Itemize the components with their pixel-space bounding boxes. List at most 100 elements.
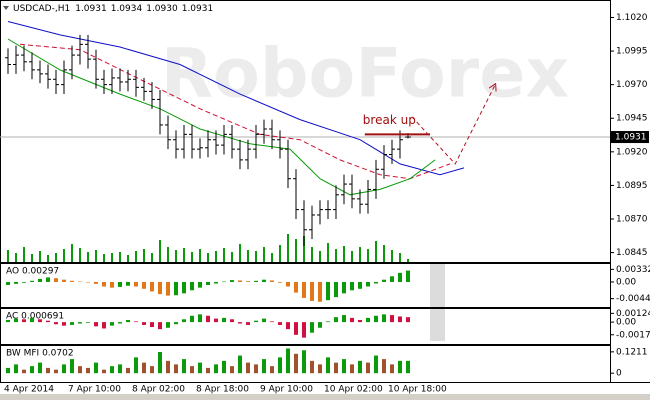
histogram-bar: [30, 280, 34, 282]
volume-bar: [287, 234, 289, 262]
histogram-bar: [78, 281, 82, 283]
x-tick-label: 9 Apr 10:00: [260, 385, 313, 395]
volume-bar: [247, 250, 249, 262]
y-tick-label: -0.0044: [616, 294, 650, 304]
histogram-bar: [142, 362, 146, 374]
moving-average: [7, 38, 436, 196]
histogram-bar: [278, 357, 282, 374]
y-tick-label: 1.0870: [616, 215, 648, 225]
symbol-icon: [3, 6, 9, 10]
volume-bar: [135, 251, 137, 262]
volume-bar: [31, 254, 33, 262]
histogram-bar: [350, 364, 354, 374]
indicator-title: AO 0.00297: [6, 267, 59, 277]
histogram-bar: [62, 364, 66, 374]
histogram-bar: [110, 281, 114, 288]
histogram-bar: [70, 359, 74, 374]
histogram-bar: [406, 270, 410, 282]
y-tick-label: 1.0945: [616, 114, 648, 124]
histogram-bar: [278, 322, 282, 325]
x-tick-label: 7 Apr 10:00: [68, 385, 121, 395]
volume-bar: [55, 253, 57, 262]
volume-bar: [399, 253, 401, 262]
y-tick-label: 0.001242: [616, 309, 650, 319]
histogram-bar: [222, 317, 226, 323]
histogram-bar: [398, 272, 402, 282]
price-label: 1.0931: [615, 133, 647, 143]
histogram-bar: [118, 281, 122, 287]
histogram-bar: [134, 281, 138, 287]
histogram-bar: [62, 322, 66, 326]
volume-bar: [39, 251, 41, 262]
histogram-bar: [46, 277, 50, 282]
indicator-title: BW MFI 0.0702: [6, 349, 74, 359]
histogram-bar: [246, 281, 250, 282]
histogram-bar: [206, 281, 210, 285]
y-tick-label: 1.1020: [616, 13, 648, 23]
open-value: 1.0931: [75, 4, 107, 14]
histogram-bar: [166, 360, 170, 374]
annotation: break up: [363, 113, 416, 127]
histogram-bar: [406, 317, 410, 323]
histogram-bar: [254, 280, 258, 282]
histogram-bar: [206, 367, 210, 374]
histogram-bar: [142, 322, 146, 325]
volume-bar: [327, 243, 329, 262]
histogram-bar: [182, 319, 186, 323]
volume-bar: [79, 248, 81, 262]
histogram-bar: [318, 364, 322, 374]
volume-bar: [159, 240, 161, 262]
x-tick-label: 10 Apr 18:00: [388, 385, 447, 395]
histogram-bar: [326, 321, 330, 323]
volume-bar: [335, 249, 337, 262]
histogram-bar: [126, 320, 130, 323]
y-tick-label: 1.0895: [616, 181, 648, 191]
volume-bar: [263, 247, 265, 262]
symbol: USDCAD-,H1: [13, 4, 70, 14]
histogram-bar: [358, 320, 362, 323]
histogram-bar: [22, 281, 26, 283]
y-tick-label: 0.00: [616, 318, 636, 328]
histogram-bar: [70, 322, 74, 325]
histogram-bar: [310, 360, 314, 374]
volume-bar: [207, 253, 209, 262]
histogram-bar: [126, 367, 130, 374]
histogram-bar: [150, 322, 154, 328]
histogram-bar: [302, 281, 306, 298]
histogram-bar: [238, 355, 242, 374]
histogram-bar: [294, 353, 298, 374]
histogram-bar: [38, 362, 42, 374]
histogram-bar: [382, 314, 386, 323]
chart-header: USDCAD-,H1 1.0931 1.0934 1.0930 1.0931: [13, 4, 213, 14]
histogram-bar: [294, 322, 298, 335]
histogram-bar: [86, 322, 90, 323]
moving-average: [19, 43, 451, 180]
volume-bar: [143, 249, 145, 262]
y-tick-label: 0: [616, 369, 622, 379]
histogram-bar: [214, 281, 218, 284]
histogram-bar: [158, 322, 162, 330]
histogram-bar: [102, 281, 106, 287]
histogram-bar: [78, 366, 82, 374]
histogram-bar: [270, 280, 274, 282]
histogram-bar: [150, 366, 154, 374]
y-tick-label: 0.1211: [616, 347, 648, 357]
histogram-bar: [350, 317, 354, 323]
volume-bar: [215, 251, 217, 262]
histogram-bar: [222, 281, 226, 283]
histogram-bar: [22, 369, 26, 374]
volume-bar: [271, 253, 273, 262]
histogram-bar: [94, 362, 98, 374]
shift-marker: [430, 263, 445, 341]
tab-strip: [0, 394, 650, 400]
histogram-bar: [302, 322, 306, 338]
histogram-bar: [342, 281, 346, 294]
histogram-bar: [22, 319, 26, 323]
x-tick-label: 10 Apr 02:00: [324, 385, 383, 395]
histogram-bar: [214, 318, 218, 323]
histogram-bar: [54, 369, 58, 374]
histogram-bar: [342, 359, 346, 374]
histogram-bar: [310, 322, 314, 333]
histogram-bar: [182, 281, 186, 294]
